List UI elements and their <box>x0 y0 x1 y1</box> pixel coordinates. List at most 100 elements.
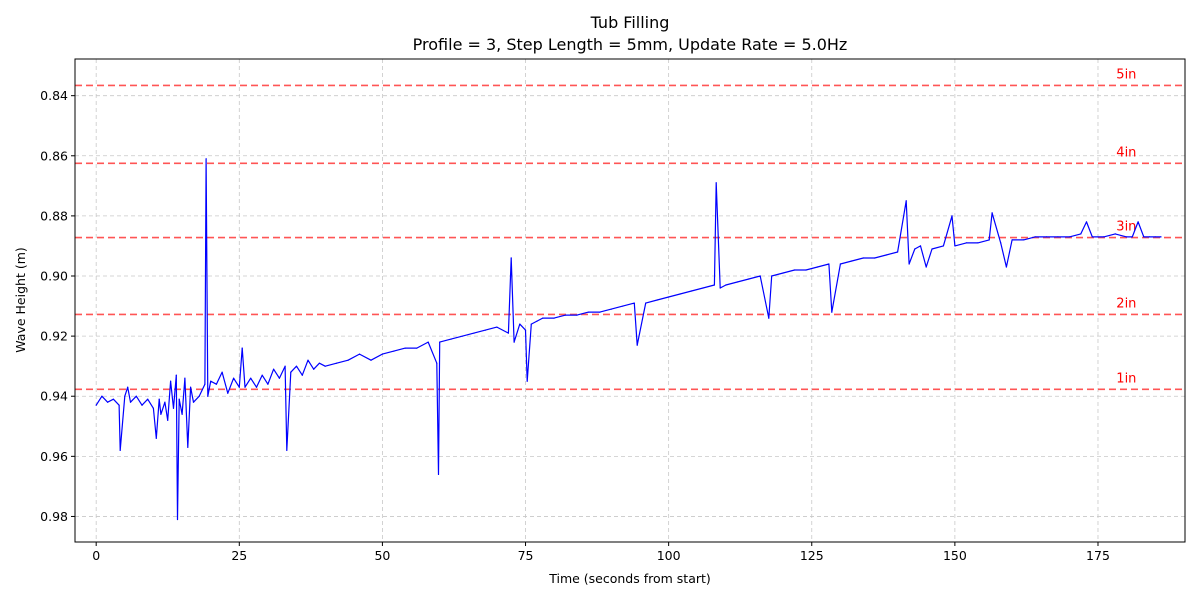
data-point <box>656 299 658 301</box>
data-point <box>507 332 509 334</box>
data-point <box>991 212 993 214</box>
data-point <box>1023 239 1025 241</box>
data-point <box>238 386 240 388</box>
data-point <box>1068 236 1070 238</box>
data-point <box>241 347 243 349</box>
data-point <box>542 317 544 319</box>
data-point <box>897 251 899 253</box>
data-point <box>255 386 258 388</box>
data-point <box>988 239 990 241</box>
data-point <box>1085 221 1088 223</box>
y-tick-label: 0.94 <box>40 389 68 404</box>
data-point <box>622 305 624 307</box>
data-point <box>336 362 338 364</box>
data-point <box>645 302 647 304</box>
data-point <box>324 365 326 367</box>
data-point <box>155 437 157 439</box>
data-point <box>158 398 160 400</box>
data-point <box>524 329 527 331</box>
data-point <box>599 311 601 313</box>
y-tick-label: 0.90 <box>40 269 68 284</box>
data-point <box>1057 236 1059 238</box>
data-point <box>633 302 635 304</box>
data-point <box>404 347 406 349</box>
data-point <box>95 404 97 406</box>
data-point <box>393 350 395 352</box>
data-point <box>450 338 452 340</box>
data-point <box>530 323 532 325</box>
data-point <box>965 242 967 244</box>
data-point <box>914 248 916 250</box>
data-point <box>181 413 183 415</box>
data-point <box>164 401 166 403</box>
chart-subtitle: Profile = 3, Step Length = 5mm, Update R… <box>413 35 848 54</box>
data-point <box>768 317 770 319</box>
data-point <box>925 266 927 268</box>
x-tick-label: 0 <box>92 548 100 563</box>
data-point <box>794 269 796 271</box>
data-point <box>771 275 773 277</box>
data-point <box>526 380 528 382</box>
data-point <box>152 407 154 409</box>
data-point <box>286 449 288 451</box>
data-point <box>831 311 833 313</box>
data-point <box>175 374 177 376</box>
data-point <box>370 359 372 361</box>
y-tick-label: 0.98 <box>40 509 68 524</box>
data-point <box>736 281 738 283</box>
data-point <box>119 449 121 451</box>
data-point <box>862 257 864 259</box>
data-point <box>135 395 137 397</box>
data-point <box>919 245 922 247</box>
data-point <box>107 401 109 403</box>
data-point <box>210 380 212 382</box>
data-point <box>358 353 361 355</box>
y-tick-label: 0.86 <box>40 148 68 163</box>
data-point <box>690 290 693 292</box>
data-point <box>273 368 275 370</box>
data-point <box>147 398 149 400</box>
series-layer <box>95 158 1162 521</box>
data-point <box>587 311 590 313</box>
data-point <box>951 215 953 217</box>
data-point <box>510 257 512 259</box>
reference-label-2in: 2in <box>1116 296 1136 311</box>
data-point <box>473 332 475 334</box>
data-point <box>874 257 876 259</box>
data-point <box>184 377 186 379</box>
data-point <box>244 386 246 388</box>
data-point <box>127 386 129 388</box>
data-point <box>172 407 175 409</box>
data-point <box>192 401 195 403</box>
data-point <box>576 314 578 316</box>
data-point <box>1011 239 1013 241</box>
plot-frame <box>74 58 1186 543</box>
y-tick-label: 0.96 <box>40 449 68 464</box>
reference-label-1in: 1in <box>1116 371 1136 386</box>
series-line <box>95 158 1161 521</box>
x-tick-label: 125 <box>800 548 824 563</box>
data-point <box>439 341 441 343</box>
data-point <box>1154 236 1156 238</box>
data-point <box>553 317 555 319</box>
data-point <box>908 263 910 265</box>
data-point <box>187 446 189 448</box>
x-tick-label: 25 <box>231 548 247 563</box>
data-point <box>725 284 727 286</box>
data-point <box>565 314 567 316</box>
data-point <box>1126 236 1128 238</box>
data-point <box>942 245 945 247</box>
data-point <box>668 296 670 298</box>
data-point <box>1034 236 1036 238</box>
data-point <box>636 344 638 346</box>
data-point <box>462 335 464 337</box>
chart-title: Tub Filling <box>590 13 670 32</box>
data-point <box>484 329 487 331</box>
data-point <box>416 347 418 349</box>
data-point <box>513 341 515 343</box>
x-tick-label: 75 <box>518 548 534 563</box>
data-point <box>816 266 819 268</box>
data-point <box>1143 236 1145 238</box>
x-tick-label: 100 <box>657 548 681 563</box>
